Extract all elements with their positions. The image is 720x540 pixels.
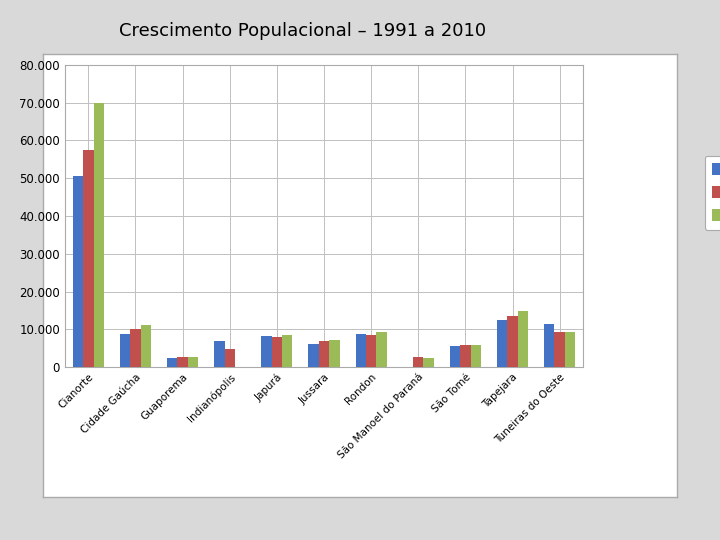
Bar [450,346,460,367]
Bar [413,356,423,367]
Bar [130,329,140,367]
Bar [377,332,387,367]
Bar [271,337,282,367]
Bar [471,345,481,367]
Bar [177,357,188,367]
Bar [282,335,292,367]
Legend: 1991, 2000, 2010: 1991, 2000, 2010 [705,156,720,230]
Bar [188,357,198,367]
Bar [518,310,528,367]
Bar [460,345,471,367]
Bar [366,335,377,367]
Bar [544,323,554,367]
Text: Crescimento Populacional – 1991 a 2010: Crescimento Populacional – 1991 a 2010 [119,22,486,39]
Bar [140,325,151,367]
Bar [167,358,177,367]
Bar [214,341,225,367]
Bar [423,358,434,367]
Bar [94,103,104,367]
Bar [554,332,564,367]
Bar [225,349,235,367]
Bar [84,150,94,367]
Bar [261,336,271,367]
Bar [508,316,518,367]
Bar [120,334,130,367]
Bar [329,340,340,367]
Bar [73,176,84,367]
Bar [319,341,329,367]
Bar [564,333,575,367]
Bar [308,344,319,367]
Bar [356,334,366,367]
Bar [497,320,508,367]
